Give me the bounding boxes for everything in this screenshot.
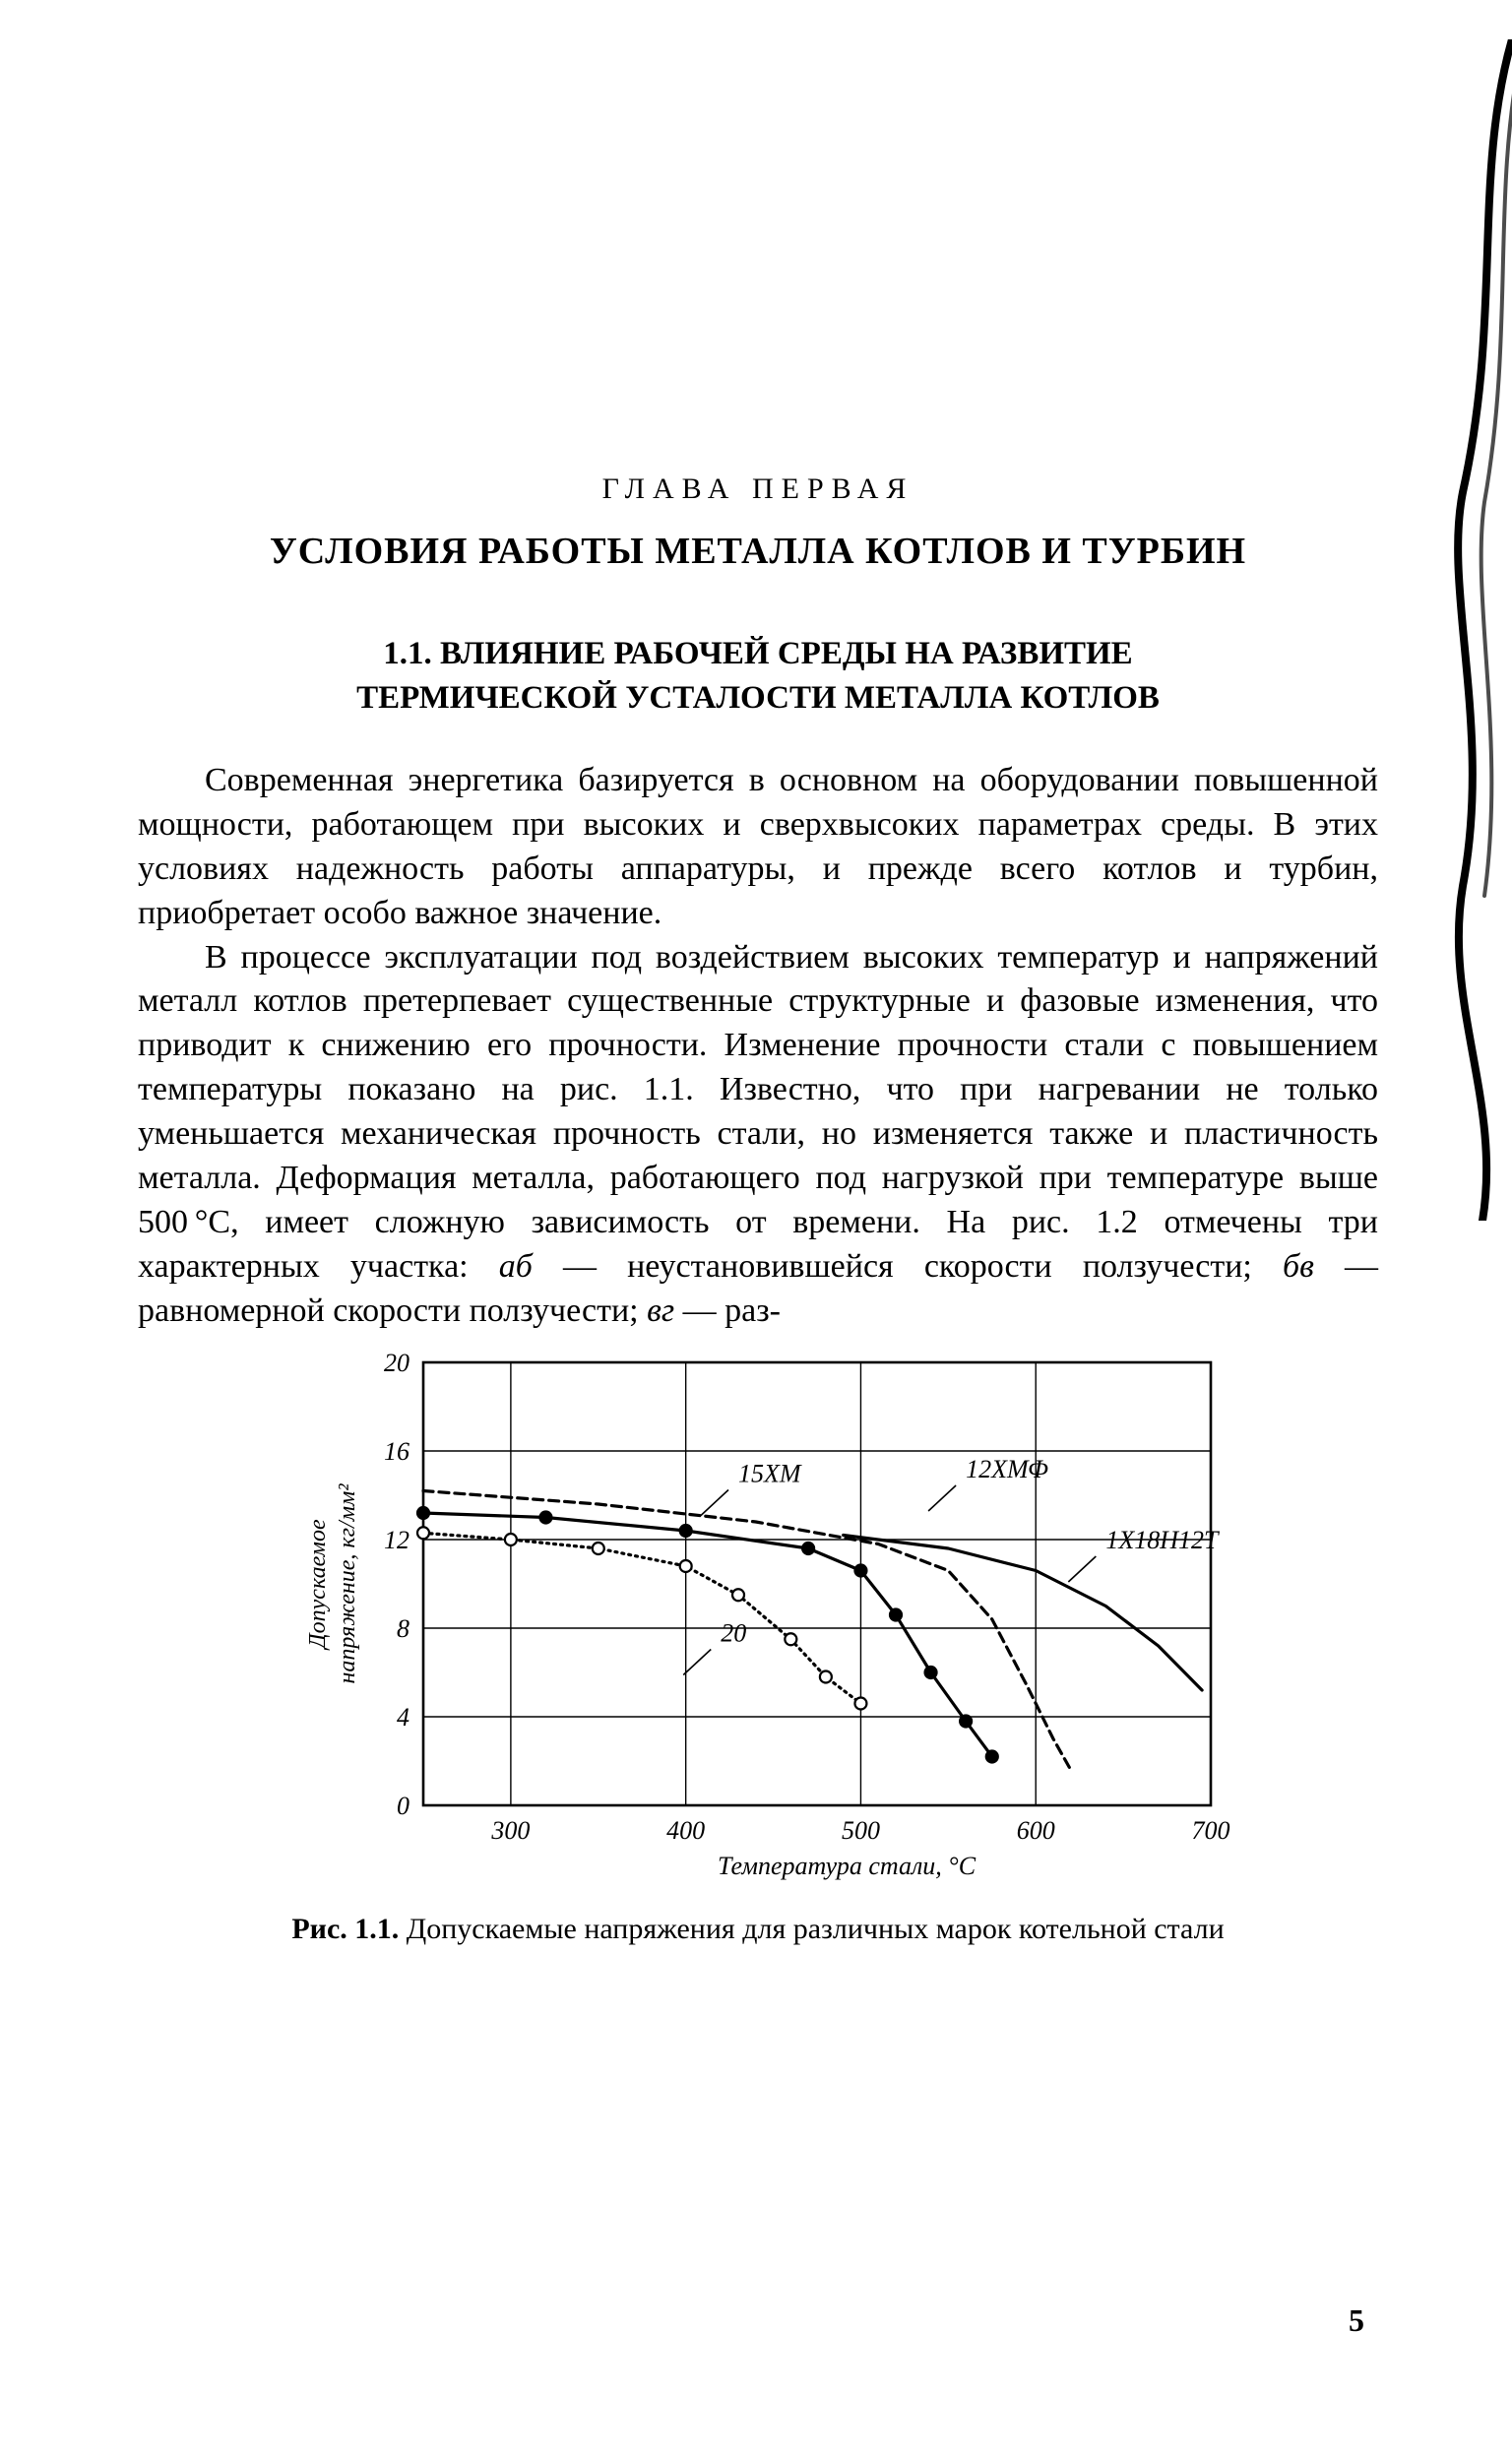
figure-1-1: 300 400 500 600 700 0 4 8 12 16 20 Температура стал… — [138, 1343, 1378, 1948]
page: ГЛАВА ПЕРВАЯ УСЛОВИЯ РАБОТЫ МЕТАЛЛА КОТЛ… — [0, 0, 1512, 2457]
svg-text:Допускаемое: Допускаемое — [305, 1520, 331, 1652]
figure-caption-label: Рис. 1.1. — [291, 1913, 399, 1945]
p2-seg-vg: вг — [647, 1292, 674, 1329]
content-column: ГЛАВА ПЕРВАЯ УСЛОВИЯ РАБОТЫ МЕТАЛЛА КОТЛ… — [138, 472, 1378, 1948]
body-text: Современная энергетика базируется в осно… — [138, 759, 1378, 1333]
p2-run-d: — раз- — [674, 1292, 781, 1329]
section-title-line1: 1.1. ВЛИЯНИЕ РАБОЧЕЙ СРЕДЫ НА РАЗВИТИЕ — [383, 636, 1132, 671]
svg-text:4: 4 — [397, 1703, 410, 1732]
svg-text:12ХМФ: 12ХМФ — [966, 1455, 1048, 1483]
p2-run-b: — неустановившейся скорости ползучести; — [533, 1248, 1283, 1285]
figure-caption-text: Допускаемые напряжения для различных мар… — [399, 1913, 1224, 1945]
svg-text:20: 20 — [721, 1619, 746, 1648]
svg-text:напряжение, кг/мм²: напряжение, кг/мм² — [335, 1483, 360, 1684]
section-title-line2: ТЕРМИЧЕСКОЙ УСТАЛОСТИ МЕТАЛЛА КОТЛОВ — [356, 680, 1160, 716]
svg-text:500: 500 — [842, 1816, 880, 1845]
svg-text:400: 400 — [666, 1816, 705, 1845]
paragraph-1: Современная энергетика базируется в осно… — [138, 759, 1378, 936]
chapter-eyebrow: ГЛАВА ПЕРВАЯ — [138, 472, 1378, 506]
p2-seg-bv: бв — [1283, 1248, 1314, 1285]
svg-text:16: 16 — [384, 1437, 410, 1466]
scan-edge-artifact — [1404, 39, 1512, 1221]
p2-run-a: В процессе эксплуатации под воздействием… — [138, 939, 1378, 1285]
section-title: 1.1. ВЛИЯНИЕ РАБОЧЕЙ СРЕДЫ НА РАЗВИТИЕ Т… — [138, 632, 1378, 720]
svg-text:Температура стали, °С: Температура стали, °С — [718, 1852, 976, 1880]
stress-temperature-chart: 300 400 500 600 700 0 4 8 12 16 20 Температура стал… — [266, 1343, 1250, 1894]
svg-text:20: 20 — [384, 1349, 410, 1377]
svg-text:15ХМ: 15ХМ — [738, 1460, 802, 1488]
svg-text:300: 300 — [490, 1816, 530, 1845]
svg-text:12: 12 — [384, 1526, 410, 1554]
svg-text:700: 700 — [1192, 1816, 1230, 1845]
page-number: 5 — [1349, 2302, 1364, 2339]
svg-text:600: 600 — [1017, 1816, 1055, 1845]
figure-caption: Рис. 1.1. Допускаемые напряжения для раз… — [138, 1910, 1378, 1948]
paragraph-2: В процессе эксплуатации под воздействием… — [138, 936, 1378, 1334]
chapter-title: УСЛОВИЯ РАБОТЫ МЕТАЛЛА КОТЛОВ И ТУРБИН — [138, 530, 1378, 573]
svg-text:1Х18Н12Т: 1Х18Н12Т — [1105, 1526, 1220, 1554]
p2-seg-ab: аб — [499, 1248, 533, 1285]
svg-text:8: 8 — [397, 1614, 410, 1643]
svg-text:0: 0 — [397, 1792, 410, 1820]
